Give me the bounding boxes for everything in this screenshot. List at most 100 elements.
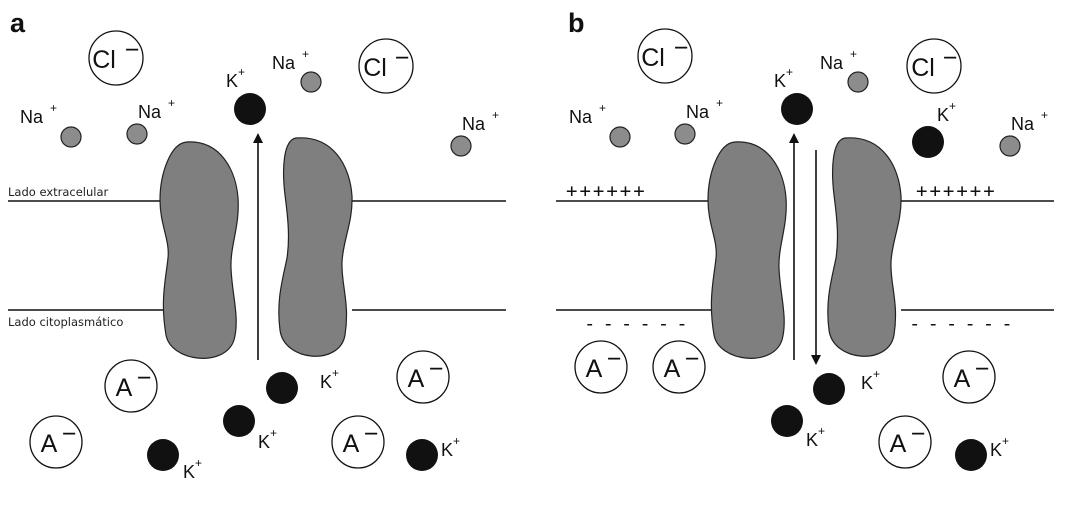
ion-symbol: Cl xyxy=(911,54,935,82)
ion-charge: + xyxy=(949,99,956,113)
ion-charge: + xyxy=(270,426,277,440)
ion-charge: + xyxy=(716,96,723,110)
ion-symbol: Cl xyxy=(641,44,665,72)
panel-b-anion-3: A − xyxy=(942,350,996,404)
ion-symbol: K xyxy=(226,71,238,91)
ion-symbol: A xyxy=(890,430,907,458)
ion-charge: + xyxy=(453,434,460,448)
panel-b-k-ion-cyto-1: K + xyxy=(813,367,880,405)
ion-symbol: K xyxy=(774,71,786,91)
ion-symbol: Na xyxy=(569,107,593,127)
panel-a-k-ion-cyto-1: K + xyxy=(266,366,339,404)
ion-charge: + xyxy=(302,47,309,61)
panel-a-cytoplasmic-label: Lado citoplasmático xyxy=(8,315,123,329)
ion-symbol: A xyxy=(664,355,681,383)
ion-charge: − xyxy=(125,36,140,64)
ion-charge: − xyxy=(364,420,379,448)
ion-charge: + xyxy=(873,367,880,381)
panel-a: a Lado extracelular Lado citoplasmático … xyxy=(8,8,506,482)
panel-a-na-ion-2: Na + xyxy=(126,96,175,145)
ion-charge: + xyxy=(50,101,57,115)
panel-a-na-ion-4: Na + xyxy=(450,108,499,157)
ion-symbol: K xyxy=(861,373,873,393)
ion-symbol: Cl xyxy=(363,54,387,82)
ion-charge: − xyxy=(674,34,689,62)
panel-b-k-ion-cyto-3: K + xyxy=(955,434,1009,471)
panel-b-na-ion-1: Na + xyxy=(569,101,631,148)
panel-b-na-ion-2: Na + xyxy=(674,96,723,145)
panel-b-channel-right-subunit xyxy=(827,137,902,357)
panel-b-cl-ion-2: Cl − xyxy=(906,38,962,94)
panel-a-na-ion-3: Na + xyxy=(272,47,322,93)
panel-a-k-ion-cyto-2: K + xyxy=(223,405,277,452)
panel-b-negative-charges-right: ------ xyxy=(909,313,1020,335)
ion-charge: + xyxy=(168,96,175,110)
panel-b-channel-left-subunit xyxy=(707,141,787,359)
ion-charge: − xyxy=(429,355,444,383)
ion-symbol: Na xyxy=(1011,114,1035,134)
ion-charge: − xyxy=(395,44,410,72)
ion-symbol: K xyxy=(806,430,818,450)
ion-charge: + xyxy=(599,101,606,115)
panel-a-anion-1: A − xyxy=(104,359,158,413)
ion-charge: + xyxy=(238,65,245,79)
ion-symbol: Na xyxy=(272,53,296,73)
panel-a-letter: a xyxy=(10,8,26,38)
panel-b: b ++++++ ++++++ ------ ------ Cl − Cl − xyxy=(556,8,1054,471)
ion-symbol: A xyxy=(41,430,58,458)
panel-b-cl-ion-1: Cl − xyxy=(637,28,693,84)
ion-charge: − xyxy=(685,345,700,373)
ion-symbol: A xyxy=(116,374,133,402)
panel-b-anion-2: A − xyxy=(652,340,706,394)
ion-charge: + xyxy=(1041,108,1048,122)
ion-charge: − xyxy=(911,420,926,448)
ion-symbol: K xyxy=(937,105,949,125)
ion-charge: + xyxy=(818,424,825,438)
panel-b-na-ion-4: Na + xyxy=(999,108,1048,157)
panel-b-negative-charges: ------ xyxy=(584,313,695,335)
panel-a-anion-4: A − xyxy=(331,415,385,469)
panel-a-anion-3: A − xyxy=(396,350,450,404)
ion-symbol: Na xyxy=(20,107,44,127)
ion-symbol: K xyxy=(183,462,195,482)
ion-charge: + xyxy=(492,108,499,122)
ion-symbol: Na xyxy=(462,114,486,134)
panel-b-k-ion-extracellular-1: K + xyxy=(774,65,813,125)
ion-charge: + xyxy=(195,456,202,470)
ion-symbol: Na xyxy=(686,102,710,122)
svg-text:Cl: Cl xyxy=(92,46,116,74)
ion-symbol: K xyxy=(441,440,453,460)
panel-b-letter: b xyxy=(568,8,585,38)
ion-charge: − xyxy=(137,364,152,392)
panel-b-positive-charges: ++++++ xyxy=(566,180,647,202)
ion-charge: − xyxy=(943,44,958,72)
ion-charge: + xyxy=(1002,434,1009,448)
ion-symbol: K xyxy=(258,432,270,452)
panel-b-k-ion-extracellular-2: K + xyxy=(912,99,956,158)
ion-charge: − xyxy=(607,345,622,373)
panel-a-k-ion-cyto-4: K + xyxy=(406,434,460,471)
ion-symbol: K xyxy=(320,372,332,392)
panel-b-k-ion-cyto-2: K + xyxy=(771,405,825,450)
ion-symbol: Na xyxy=(138,102,162,122)
ion-symbol: K xyxy=(990,440,1002,460)
panel-a-extracellular-label: Lado extracelular xyxy=(8,185,109,199)
ion-charge: − xyxy=(62,420,77,448)
ion-symbol: A xyxy=(586,355,603,383)
ion-symbol: A xyxy=(954,365,971,393)
panel-a-channel-right-subunit xyxy=(278,137,353,357)
panel-b-positive-charges-right: ++++++ xyxy=(916,180,997,202)
ion-symbol: A xyxy=(408,365,425,393)
panel-a-channel-left-subunit xyxy=(159,141,239,359)
panel-a-k-ion-cyto-3: K + xyxy=(147,439,202,482)
panel-a-cl-ion-1: Cl − xyxy=(88,30,144,86)
ion-charge: + xyxy=(786,65,793,79)
ion-charge: + xyxy=(332,366,339,380)
panel-a-anion-2: A − xyxy=(29,415,83,469)
panel-a-k-ion-extracellular: K + xyxy=(226,65,266,125)
panel-a-na-ion-1: Na + xyxy=(20,101,82,148)
panel-b-na-ion-3: Na + xyxy=(820,47,869,93)
ion-charge: + xyxy=(850,47,857,61)
panel-a-cl-ion-2: Cl − xyxy=(358,38,414,94)
